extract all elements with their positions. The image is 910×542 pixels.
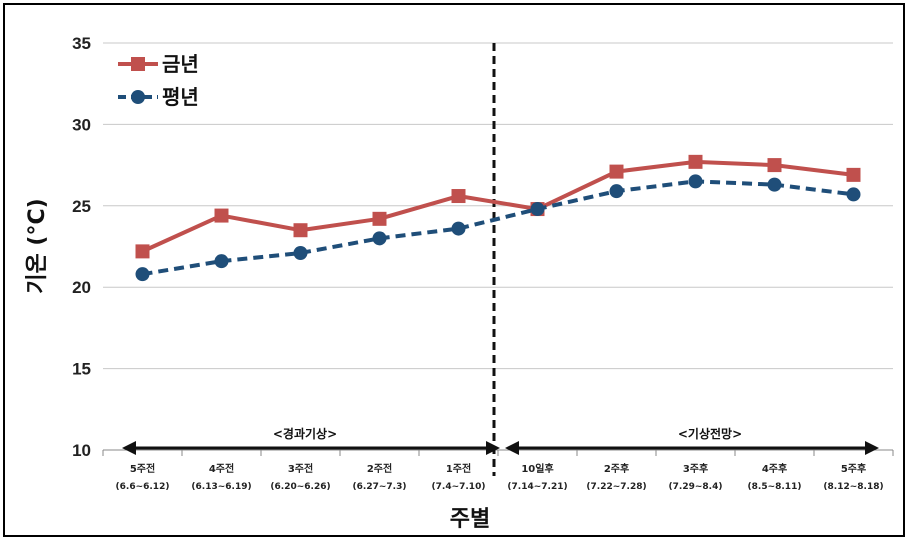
x-axis-title: 주별 xyxy=(450,507,490,532)
past-arrow-right-head xyxy=(486,441,500,455)
data-point-circle xyxy=(293,246,308,261)
x-tick-range-label: (6.20~6.26) xyxy=(270,482,330,492)
x-tick-range-label: (8.12~8.18) xyxy=(823,482,883,492)
past-period-label: <경과기상> xyxy=(273,426,337,441)
forecast-arrow-right-head xyxy=(865,441,879,455)
data-point-square xyxy=(767,158,782,173)
data-point-circle xyxy=(767,177,782,192)
x-tick-range-label: (7.4~7.10) xyxy=(432,482,486,492)
data-point-circle xyxy=(372,231,387,246)
x-tick-label: 3주전 xyxy=(288,462,313,475)
x-tick-label: 3주후 xyxy=(683,462,708,475)
data-point-circle xyxy=(214,254,229,269)
x-tick-range-label: (7.29~8.4) xyxy=(669,482,723,492)
data-point-square xyxy=(609,164,624,179)
data-point-square xyxy=(451,189,466,204)
data-point-square xyxy=(293,223,308,238)
x-tick-range-label: (7.22~7.28) xyxy=(586,482,646,492)
x-tick-range-label: (8.5~8.11) xyxy=(748,482,802,492)
y-tick-label: 35 xyxy=(72,34,91,53)
data-point-square xyxy=(372,211,387,226)
y-tick-label: 15 xyxy=(72,360,91,379)
data-point-circle xyxy=(609,184,624,199)
x-tick-range-label: (6.6~6.12) xyxy=(116,482,170,492)
series-line-1 xyxy=(141,159,854,254)
legend-marker-circle xyxy=(131,90,145,104)
x-tick-label: 2주전 xyxy=(367,462,392,475)
x-tick-label: 5주후 xyxy=(841,462,866,475)
y-axis-title: 기온 (°C) xyxy=(25,198,50,293)
x-tick-label: 2주후 xyxy=(604,462,629,475)
data-point-circle xyxy=(530,202,545,217)
x-tick-label: 5주전 xyxy=(130,462,155,475)
y-tick-label: 20 xyxy=(72,278,91,297)
x-tick-range-label: (6.13~6.19) xyxy=(191,482,251,492)
x-tick-label: 10일후 xyxy=(521,462,553,475)
data-point-square xyxy=(846,167,861,182)
data-point-circle xyxy=(451,221,466,236)
legend-label: 평년 xyxy=(162,85,199,109)
series-line-2 xyxy=(142,179,854,277)
data-point-square xyxy=(214,208,229,223)
forecast-arrow-left-head xyxy=(505,441,519,455)
data-point-circle xyxy=(688,174,703,189)
data-point-square xyxy=(135,244,150,259)
legend-marker-square xyxy=(131,57,145,71)
data-point-square xyxy=(688,154,703,169)
y-tick-label: 30 xyxy=(72,115,91,134)
y-tick-label: 25 xyxy=(72,197,91,216)
x-tick-label: 4주전 xyxy=(209,462,234,475)
x-tick-range-label: (6.27~7.3) xyxy=(353,482,407,492)
x-tick-label: 1주전 xyxy=(446,462,471,475)
y-tick-label: 10 xyxy=(72,441,91,460)
data-point-circle xyxy=(135,267,150,282)
past-arrow-left-head xyxy=(122,441,136,455)
x-tick-label: 4주후 xyxy=(762,462,787,475)
legend-label: 금년 xyxy=(162,52,199,76)
x-tick-range-label: (7.14~7.21) xyxy=(507,482,567,492)
data-point-circle xyxy=(846,187,861,202)
forecast-period-label: <기상전망> xyxy=(678,426,742,441)
